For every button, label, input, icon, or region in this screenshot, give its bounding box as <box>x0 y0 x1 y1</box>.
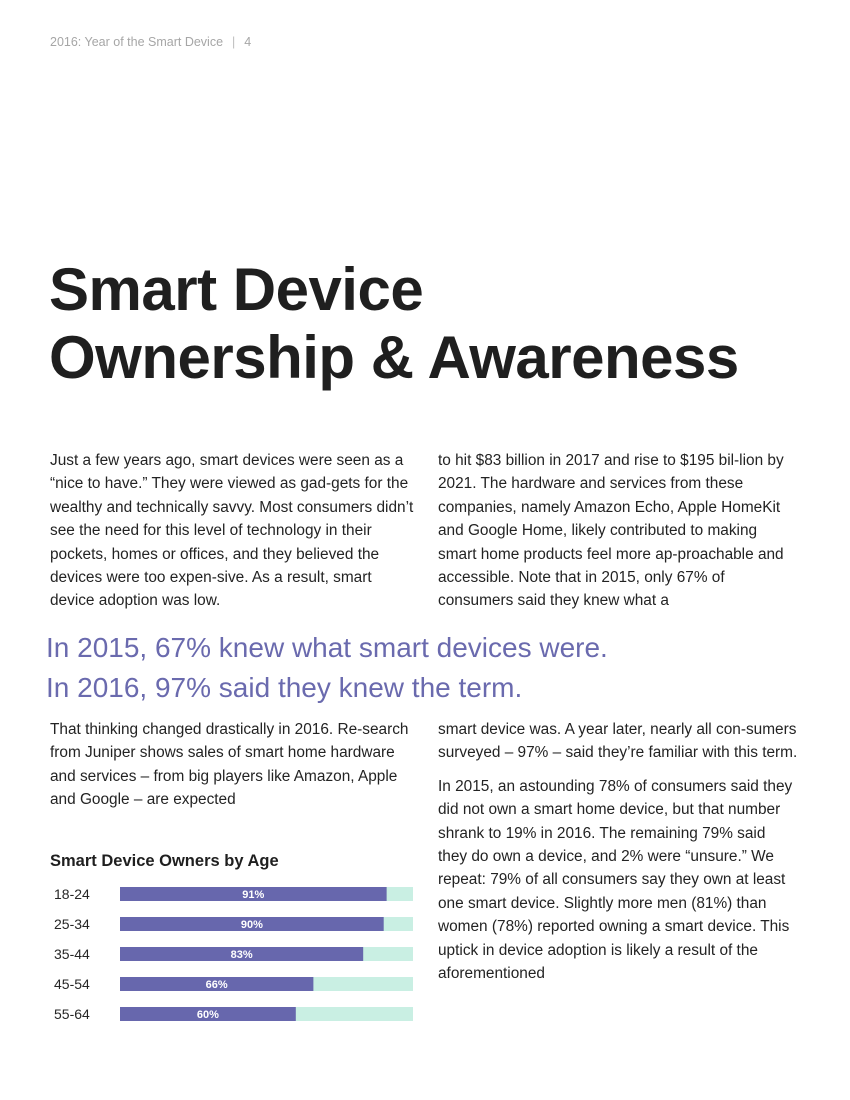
page-title-line-1: Smart Device <box>49 256 424 323</box>
bar-25-34 <box>120 917 384 931</box>
pull-quote-line-1: In 2015, 67% knew what smart devices wer… <box>46 632 608 663</box>
bar-18-24 <box>120 887 387 901</box>
running-header: 2016: Year of the Smart Device | 4 <box>50 35 251 49</box>
age-category-label: 35-44 <box>54 946 90 962</box>
header-page-number: 4 <box>244 35 252 49</box>
bar-value-label: 91% <box>242 889 264 901</box>
pull-quote-line-2: In 2016, 97% said they knew the term. <box>46 672 523 703</box>
bar-35-44 <box>120 947 364 961</box>
header-separator: | <box>232 35 236 49</box>
page-title-line-2: Ownership & Awareness <box>49 324 739 391</box>
bar-value-label: 60% <box>197 1009 219 1021</box>
bar-55-64 <box>120 1007 296 1021</box>
bar-value-label: 66% <box>206 979 228 991</box>
pull-quote: In 2015, 67% knew what smart devices wer… <box>46 628 806 708</box>
body-paragraph: smart device was. A year later, nearly a… <box>438 721 798 762</box>
chart-title: Smart Device Owners by Age <box>50 852 279 870</box>
age-category-label: 45-54 <box>54 976 90 992</box>
page-title: Smart Device Ownership & Awareness <box>49 256 739 392</box>
body-paragraph: In 2015, an astounding 78% of consumers … <box>438 777 793 983</box>
bar-45-54 <box>120 977 314 991</box>
age-category-label: 55-64 <box>54 1006 90 1022</box>
body-paragraph: to hit $83 billion in 2017 and rise to $… <box>438 452 784 610</box>
age-category-label: 25-34 <box>54 916 90 932</box>
age-bar-chart: 18-24 91% 25-34 90% 35-44 83% 45-54 66% 55-64 60% <box>54 886 413 1022</box>
bar-value-label: 83% <box>231 949 253 961</box>
right-column-bottom: smart device was. A year later, nearly a… <box>438 718 798 985</box>
body-paragraph: Just a few years ago, smart devices were… <box>50 452 414 610</box>
right-column-top: to hit $83 billion in 2017 and rise to $… <box>438 449 798 613</box>
left-column-top: Just a few years ago, smart devices were… <box>50 449 415 613</box>
body-paragraph: That thinking changed drastically in 201… <box>50 721 409 809</box>
age-category-label: 18-24 <box>54 886 90 902</box>
bar-value-label: 90% <box>241 919 263 931</box>
header-doc-title: 2016: Year of the Smart Device <box>50 35 224 49</box>
left-column-bottom: That thinking changed drastically in 201… <box>50 718 410 812</box>
